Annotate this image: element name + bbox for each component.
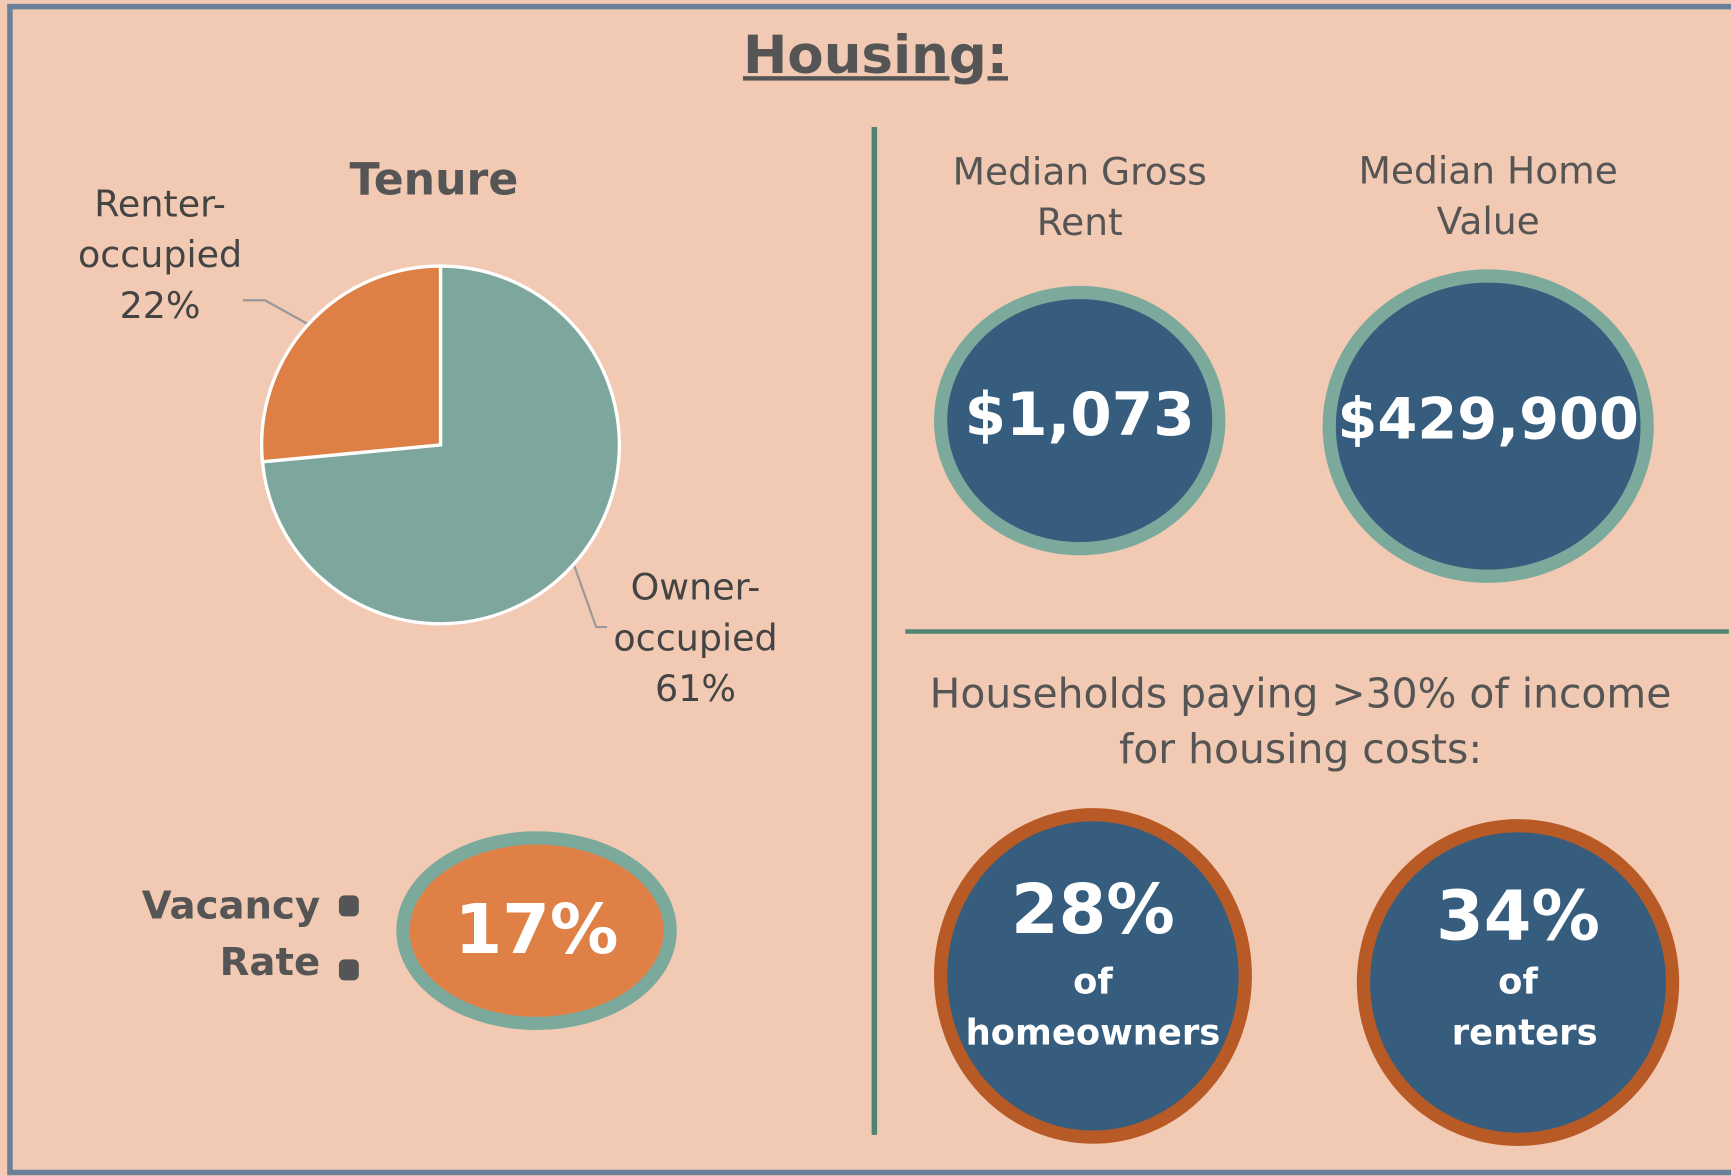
value-label: 61%	[655, 667, 737, 711]
vacancy-ellipse	[396, 831, 677, 1031]
vacancy-label: Vacancy Rate	[141, 884, 321, 985]
homeowners-value: 28%	[1011, 868, 1175, 950]
chart-title: Tenure	[349, 154, 519, 206]
home-value-circle	[1322, 269, 1654, 583]
cost-burden-heading: Households paying >30% of income for hou…	[929, 670, 1672, 773]
rent-label: Median Gross Rent	[952, 150, 1207, 245]
category-label: Renter-occupied	[77, 182, 243, 277]
homeowners-circle	[933, 808, 1252, 1144]
renters-label: of renters	[1451, 960, 1598, 1054]
value-label: 22%	[119, 284, 201, 328]
page-title: Housing:	[742, 24, 1008, 87]
pie-slice	[260, 264, 443, 464]
slice-label: Renter-occupied 22%	[66, 179, 254, 332]
colon-dot	[338, 959, 359, 981]
leader-line	[573, 564, 608, 629]
rent-value: $1,073	[964, 379, 1195, 450]
vacancy-value: 17%	[454, 888, 619, 970]
rent-circle	[933, 285, 1226, 556]
renters-value: 34%	[1436, 875, 1600, 957]
homeowners-label: of homeowners	[965, 960, 1221, 1054]
pie	[260, 264, 621, 626]
category-label: Owner-occupied	[613, 565, 778, 660]
home-value-label: Median Home Value	[1358, 149, 1618, 244]
leader-line	[242, 299, 308, 325]
home-value-value: $429,900	[1337, 386, 1639, 453]
colon-dot	[338, 895, 359, 917]
slice-label: Owner-occupied 61%	[596, 562, 795, 715]
renters-circle	[1356, 819, 1680, 1146]
